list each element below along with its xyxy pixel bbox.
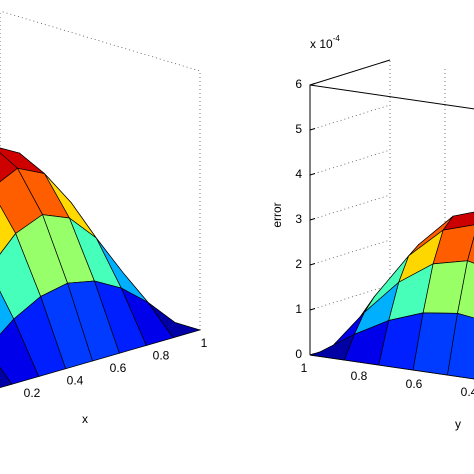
grid-line [309, 104, 391, 131]
x-tick-label: 0.8 [153, 349, 170, 363]
grid-line [309, 194, 391, 221]
z-tick-label: 2 [295, 257, 302, 271]
z-axis-label: error [270, 202, 284, 227]
x-tick-label: 0.6 [110, 361, 127, 375]
surface-plot: 0.2 0.4 0.6 0.8 1 [0, 10, 208, 400]
x-tick-label: 1 [201, 336, 208, 350]
y-tick-label: 0.4 [461, 385, 474, 399]
y-tick-label: 0.6 [406, 377, 423, 391]
tick-mark [309, 218, 316, 221]
x-tick-label: 0.4 [67, 373, 84, 387]
axis-box [309, 84, 474, 110]
y-axis-label: y [455, 417, 461, 431]
surface-face [0, 318, 40, 385]
z-tick-label: 1 [295, 302, 302, 316]
grid-line [309, 239, 391, 266]
surface-face [447, 312, 474, 380]
tick-mark [309, 308, 316, 311]
z-exponent-label: x 10-4 [310, 34, 340, 51]
z-tick-label: 0 [295, 347, 302, 361]
x-axis-label: x [82, 412, 88, 426]
surface-face [467, 235, 474, 264]
exponent-base: x 10 [310, 37, 333, 51]
y-tick-label: 1 [301, 361, 308, 375]
z-tick-label: 5 [295, 122, 302, 136]
y-tick-label: 0.8 [351, 369, 368, 383]
exponent-power: -4 [333, 34, 341, 43]
z-tick-label: 6 [295, 77, 302, 91]
tick-mark [309, 173, 316, 176]
surface-face [0, 366, 13, 389]
z-tick-label: 3 [295, 212, 302, 226]
x-tick-label: 0.2 [24, 386, 41, 400]
tick-mark [309, 128, 316, 131]
tick-mark [309, 263, 316, 266]
grid-line [309, 149, 391, 176]
z-tick-label: 4 [295, 167, 302, 181]
